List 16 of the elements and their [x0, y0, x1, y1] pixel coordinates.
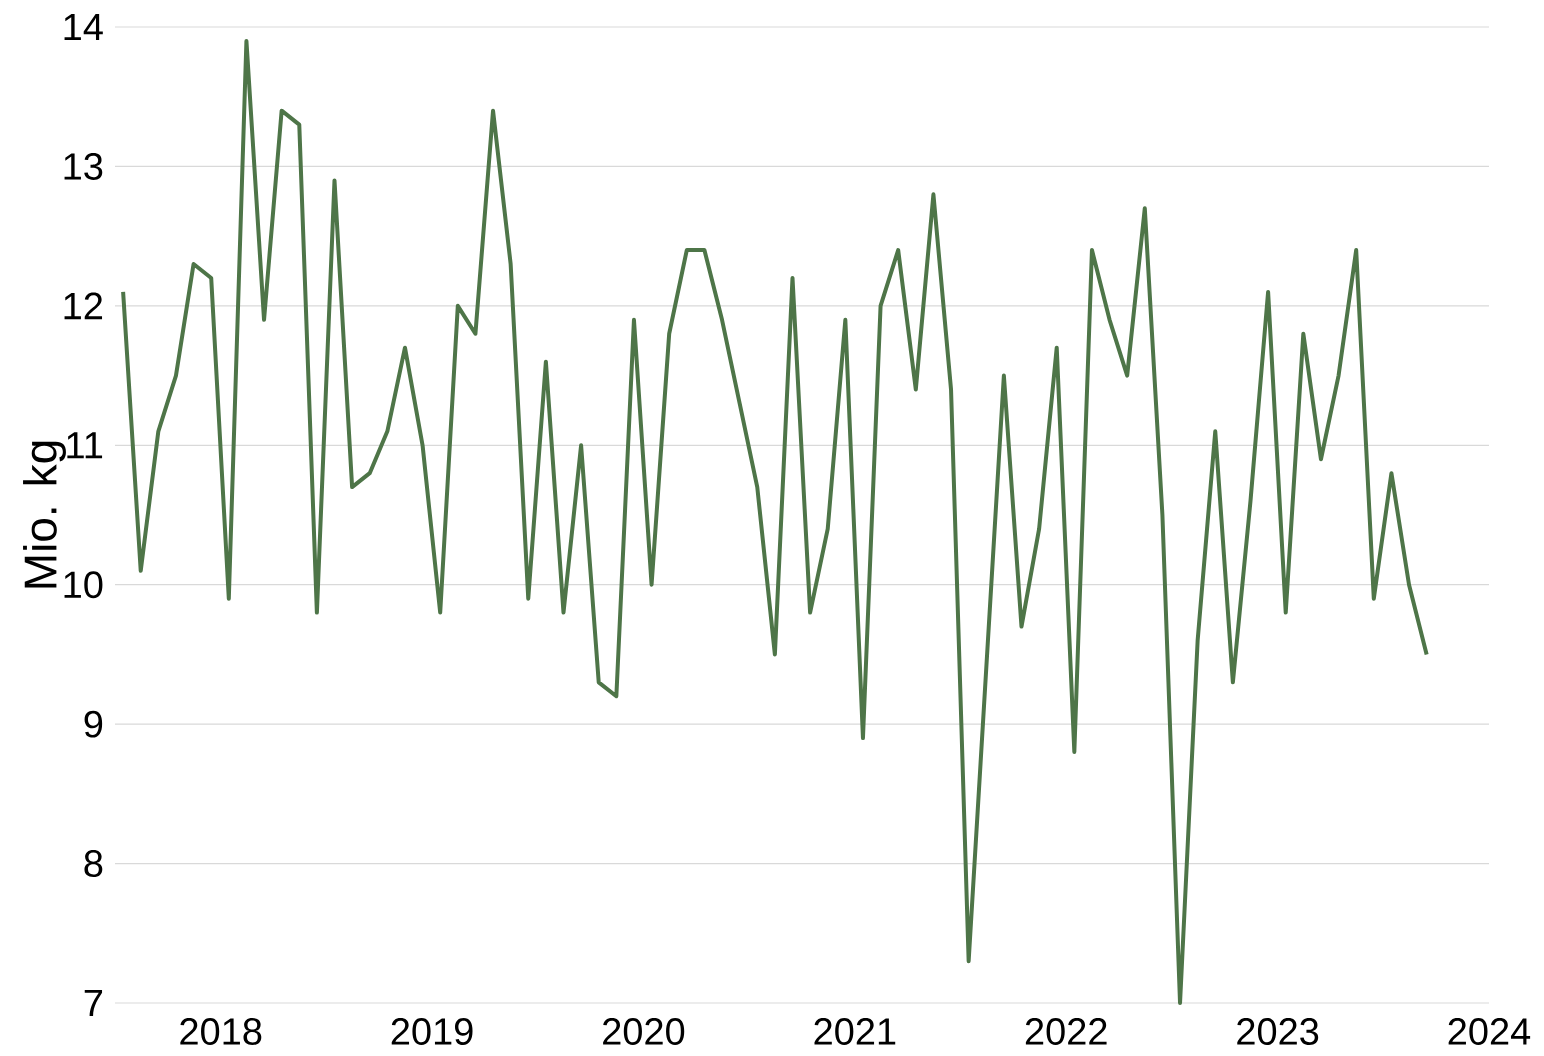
x-tick-label: 2024 — [1448, 1018, 1531, 1045]
x-tick-label: 2019 — [391, 1018, 473, 1045]
y-tick-label: 7 — [84, 989, 103, 1017]
y-tick-label: 9 — [84, 710, 103, 738]
y-tick-label: 8 — [84, 850, 103, 878]
y-tick-label: 11 — [67, 432, 103, 459]
x-tick-label: 2021 — [814, 1018, 896, 1045]
x-tick-label: 2020 — [603, 1018, 685, 1045]
y-tick-label: 13 — [64, 152, 103, 180]
x-tick-label: 2022 — [1025, 1018, 1107, 1045]
x-tick-label: 2023 — [1237, 1018, 1319, 1045]
y-tick-label: 14 — [64, 13, 103, 41]
y-tick-label: 12 — [64, 292, 103, 320]
y-axis-title: Mio. kg — [23, 441, 66, 588]
y-tick-label: 10 — [64, 571, 103, 599]
x-tick-label: 2018 — [180, 1018, 262, 1045]
